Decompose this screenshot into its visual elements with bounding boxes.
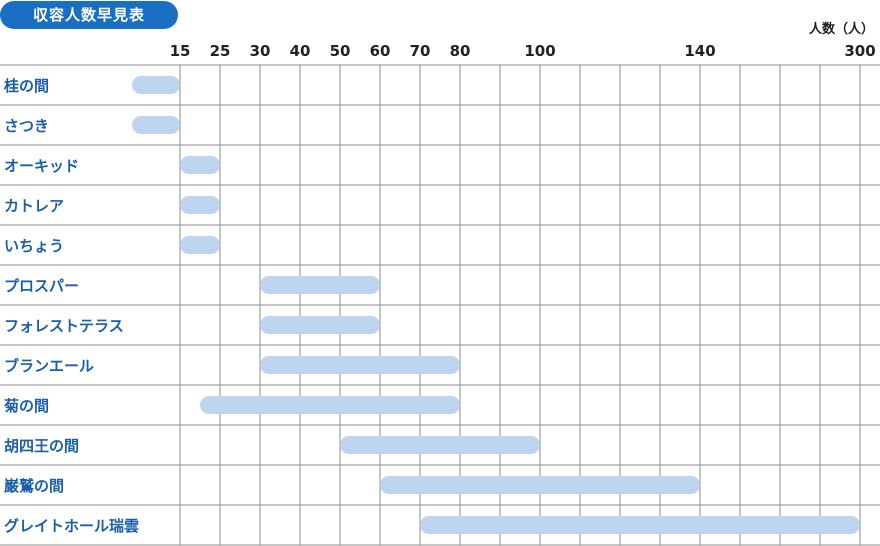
chart-title: 収容人数早見表 [0, 1, 178, 29]
capacity-bar [420, 516, 860, 534]
room-label: 巌鷲の間 [4, 477, 64, 495]
room-label: オーキッド [4, 157, 79, 175]
axis-unit-label: 人数（人） [808, 22, 874, 37]
capacity-bar [200, 396, 460, 414]
tick-label: 80 [450, 42, 471, 60]
capacity-bar [132, 76, 180, 94]
capacity-bar [260, 276, 380, 294]
row-labels: 桂の間さつきオーキッドカトレアいちょうプロスパーフォレストテラスブランエール菊の… [3, 77, 139, 535]
tick-label: 25 [210, 42, 231, 60]
room-label: グレイトホール瑞雲 [4, 517, 139, 535]
capacity-bar [180, 156, 220, 174]
tick-label: 60 [370, 42, 391, 60]
capacity-bar [132, 116, 180, 134]
capacity-bar [380, 476, 700, 494]
room-label: カトレア [4, 197, 64, 215]
tick-label: 140 [684, 42, 715, 60]
room-label: さつき [4, 117, 49, 135]
capacity-bar [180, 196, 220, 214]
tick-label: 50 [330, 42, 351, 60]
grid [0, 64, 880, 546]
room-label: プロスパー [4, 277, 79, 295]
room-label: フォレストテラス [4, 317, 124, 335]
tick-label: 100 [524, 42, 555, 60]
room-label: 桂の間 [3, 77, 49, 95]
tick-label: 15 [170, 42, 191, 60]
capacity-bar [180, 236, 220, 254]
tick-label: 300 [844, 42, 875, 60]
tick-label: 30 [250, 42, 271, 60]
tick-label: 70 [410, 42, 431, 60]
room-label: 菊の間 [4, 397, 49, 415]
capacity-bar [340, 436, 540, 454]
capacity-bar [260, 356, 460, 374]
tick-labels: 15 25 30 40 50 60 70 80 100 140 300 [170, 42, 876, 60]
tick-label: 40 [290, 42, 311, 60]
room-label: 胡四王の間 [4, 437, 79, 455]
capacity-bars [132, 76, 860, 534]
room-label: いちょう [4, 237, 64, 255]
room-label: ブランエール [4, 357, 94, 375]
capacity-bar [260, 316, 380, 334]
